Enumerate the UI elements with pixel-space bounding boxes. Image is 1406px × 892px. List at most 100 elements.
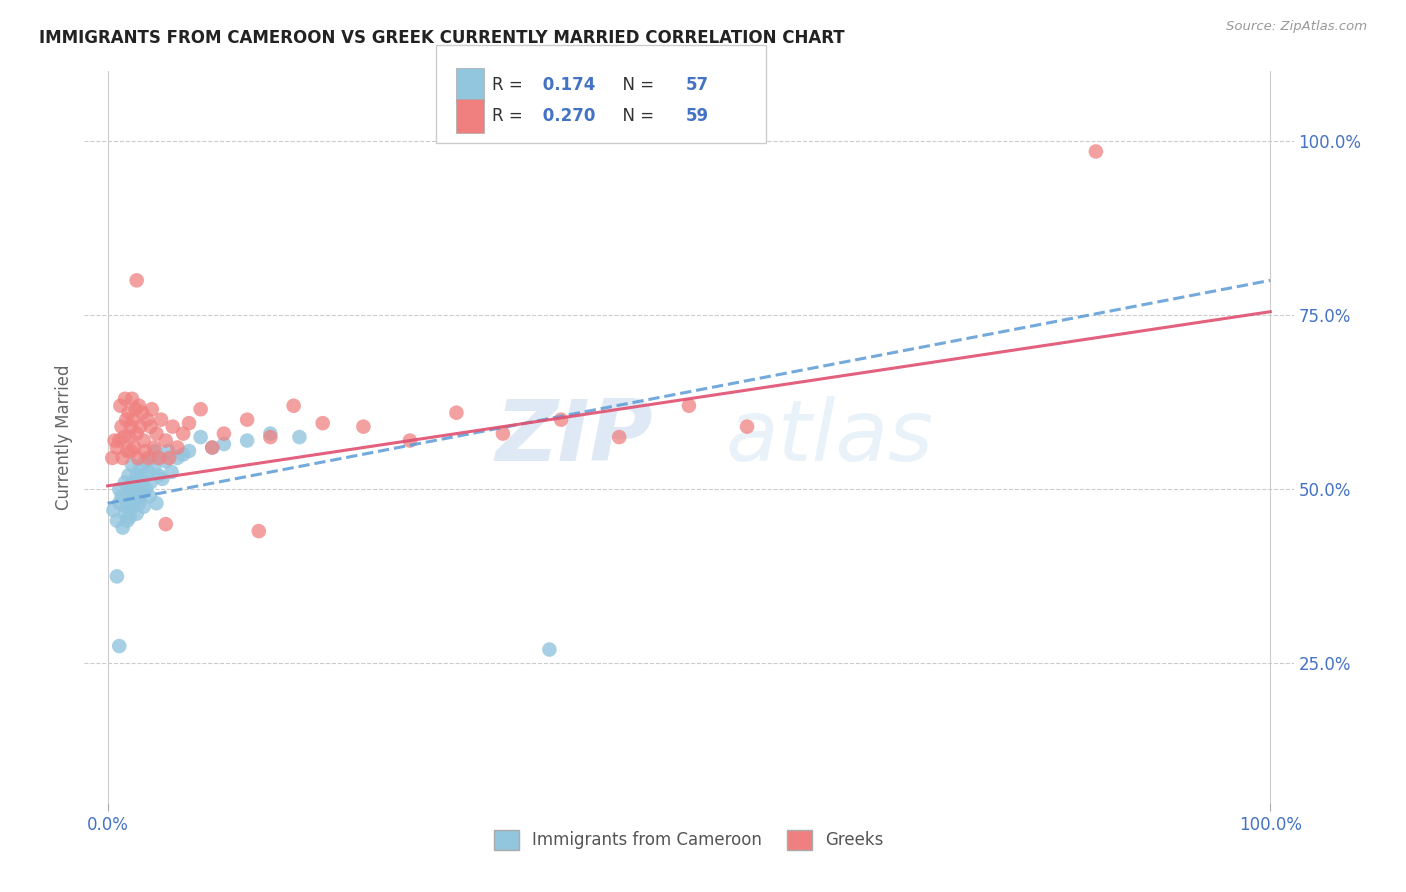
Point — [212, 437, 235, 451]
Point — [120, 500, 142, 514]
Point — [162, 419, 184, 434]
Point — [117, 514, 139, 528]
Point — [446, 406, 468, 420]
Point — [110, 419, 132, 434]
Point — [678, 399, 700, 413]
Point — [155, 434, 177, 448]
Point — [190, 402, 212, 417]
Point — [122, 412, 145, 426]
Point — [160, 465, 183, 479]
Point — [121, 392, 143, 406]
Point — [131, 468, 153, 483]
Text: 57: 57 — [686, 76, 709, 94]
Point — [177, 444, 200, 458]
Point — [131, 406, 153, 420]
Point — [117, 468, 139, 483]
Point — [236, 412, 259, 426]
Text: Source: ZipAtlas.com: Source: ZipAtlas.com — [1226, 20, 1367, 33]
Point — [136, 412, 159, 426]
Point — [492, 426, 515, 441]
Point — [138, 489, 160, 503]
Point — [190, 430, 212, 444]
Text: 59: 59 — [686, 107, 709, 125]
Point — [110, 489, 132, 503]
Point — [125, 426, 148, 441]
Text: 0.174: 0.174 — [537, 76, 596, 94]
Point — [128, 496, 150, 510]
Point — [236, 434, 259, 448]
Point — [212, 426, 235, 441]
Point — [735, 419, 758, 434]
Point — [172, 448, 194, 462]
Point — [135, 483, 157, 497]
Point — [352, 419, 374, 434]
Point — [177, 416, 200, 430]
Point — [122, 475, 145, 490]
Point — [115, 500, 138, 514]
Point — [538, 642, 561, 657]
Point — [259, 430, 281, 444]
Point — [155, 517, 177, 532]
Point — [108, 496, 131, 510]
Point — [105, 514, 128, 528]
Point — [166, 441, 188, 455]
Point — [139, 419, 162, 434]
Point — [132, 434, 155, 448]
Point — [288, 430, 311, 444]
Point — [117, 489, 139, 503]
Point — [166, 450, 188, 465]
Legend: Immigrants from Cameroon, Greeks: Immigrants from Cameroon, Greeks — [488, 823, 890, 856]
Point — [149, 450, 172, 465]
Point — [111, 521, 134, 535]
Point — [136, 465, 159, 479]
Point — [120, 444, 142, 458]
Point — [131, 475, 153, 490]
Point — [143, 444, 166, 458]
Text: IMMIGRANTS FROM CAMEROON VS GREEK CURRENTLY MARRIED CORRELATION CHART: IMMIGRANTS FROM CAMEROON VS GREEK CURREN… — [39, 29, 845, 46]
Point — [124, 489, 146, 503]
Text: N =: N = — [612, 107, 659, 125]
Point — [114, 475, 136, 490]
Point — [125, 468, 148, 483]
Point — [155, 454, 177, 468]
Point — [141, 402, 163, 417]
Point — [114, 392, 136, 406]
Point — [143, 441, 166, 455]
Point — [115, 412, 138, 426]
Point — [150, 412, 173, 426]
Point — [127, 450, 149, 465]
Text: R =: R = — [492, 76, 529, 94]
Point — [129, 489, 152, 503]
Point — [131, 485, 153, 500]
Point — [118, 510, 141, 524]
Point — [141, 450, 163, 465]
Point — [124, 479, 146, 493]
Text: ZIP: ZIP — [495, 395, 652, 479]
Point — [172, 426, 194, 441]
Text: atlas: atlas — [725, 395, 934, 479]
Point — [117, 444, 139, 458]
Point — [201, 441, 224, 455]
Point — [148, 450, 170, 465]
Y-axis label: Currently Married: Currently Married — [55, 364, 73, 510]
Point — [145, 496, 167, 510]
Point — [157, 444, 180, 458]
Point — [104, 434, 127, 448]
Text: 0.270: 0.270 — [537, 107, 596, 125]
Point — [128, 399, 150, 413]
Point — [1084, 145, 1107, 159]
Point — [111, 450, 134, 465]
Point — [125, 273, 148, 287]
Point — [103, 503, 125, 517]
Point — [105, 441, 128, 455]
Point — [120, 483, 142, 497]
Point — [120, 419, 142, 434]
Point — [150, 472, 173, 486]
Point — [145, 426, 167, 441]
Point — [134, 454, 156, 468]
Point — [129, 419, 152, 434]
Point — [129, 461, 152, 475]
Point — [114, 507, 136, 521]
Point — [132, 500, 155, 514]
Point — [101, 450, 124, 465]
